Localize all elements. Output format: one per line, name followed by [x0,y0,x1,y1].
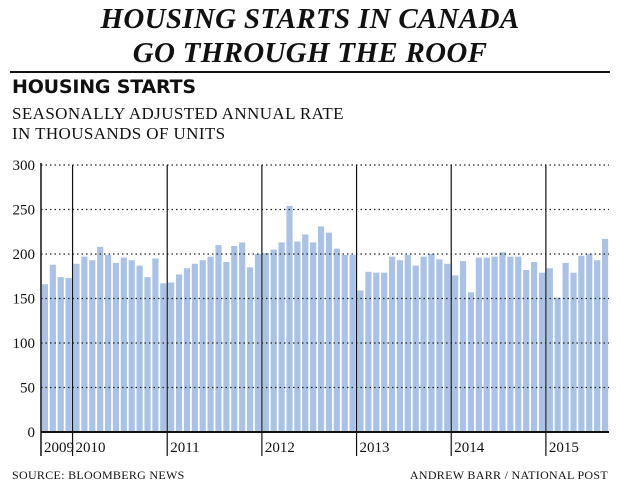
chart-title: HOUSING STARTS [12,76,196,98]
bar [404,254,411,432]
bar [97,246,104,432]
bar [365,271,372,432]
headline-line-1: HOUSING STARTS IN CANADA [100,3,520,35]
bar [436,259,443,432]
bar [310,242,317,432]
bar [128,260,135,432]
bar [499,252,506,432]
bar [578,255,585,432]
y-tick-label: 200 [13,247,36,263]
bar [420,256,427,432]
bar [483,257,490,432]
bar [120,257,127,432]
bar [191,263,198,432]
bar [183,268,191,432]
bar [81,256,88,432]
bar [373,272,380,432]
bar [246,267,254,432]
subtitle-line-2: IN THOUSANDS OF UNITS [12,124,226,143]
bar [570,272,577,432]
x-tick-label: 2014 [454,440,485,456]
bar [428,254,435,432]
bar [412,265,419,432]
bar [89,260,96,432]
bar [523,270,530,432]
bar [357,290,364,432]
bar [160,283,167,432]
bar [396,260,404,432]
y-tick-label: 0 [28,425,36,441]
x-tick-label: 2015 [549,440,579,456]
bar [452,275,459,432]
headline-line-2: GO THROUGH THE ROOF [132,37,488,69]
bar [515,256,522,432]
y-tick-label: 150 [13,292,36,308]
bar [73,263,80,432]
bar [57,277,64,432]
bar [341,254,348,432]
credit-note: ANDREW BARR / NATIONAL POST [409,468,608,482]
bar [325,232,333,432]
x-tick-label: 2013 [360,440,390,456]
x-tick-label: 2012 [265,440,295,456]
y-tick-label: 100 [13,336,36,352]
bar [388,256,396,432]
bar [175,274,183,432]
bar [152,258,159,432]
bar [507,256,514,432]
bar [594,260,601,432]
bar [546,268,553,432]
bar [586,254,593,432]
bar [302,234,309,432]
x-tick-label: 2011 [170,440,199,456]
bar [459,261,467,432]
bar [207,256,214,432]
bar [381,272,388,432]
bar [199,260,206,432]
y-tick-label: 50 [20,381,35,397]
bar [317,226,325,432]
bar [554,297,561,432]
bar [278,242,285,432]
bar [215,245,222,432]
bar [601,238,609,432]
x-tick-label: 2009 [44,440,74,456]
bar [333,248,340,432]
bar [231,245,238,432]
bar [467,292,475,432]
y-tick-label: 300 [13,158,36,174]
headline: HOUSING STARTS IN CANADA GO THROUGH THE … [0,2,620,70]
bar [538,272,546,432]
bar [270,249,277,432]
bar [294,241,301,432]
bar [49,264,56,432]
bar [112,262,120,432]
bar [262,253,269,432]
bar [168,282,175,432]
bar [136,265,143,432]
bar [104,254,112,432]
bar [491,256,498,432]
source-note: SOURCE: BLOOMBERG NEWS [12,468,185,482]
bar [65,278,72,432]
bar [239,242,246,432]
chart-subtitle: SEASONALLY ADJUSTED ANNUAL RATE IN THOUS… [12,104,344,144]
subtitle-line-1: SEASONALLY ADJUSTED ANNUAL RATE [12,104,344,123]
bar [223,262,230,432]
bar [286,205,293,432]
y-tick-label: 250 [13,203,36,219]
bar [530,262,538,432]
x-tick-label: 2010 [76,440,106,456]
bar [562,262,569,432]
bar [144,277,151,432]
headline-rule [10,71,610,73]
bar [41,284,49,432]
bar [444,263,451,432]
bar [475,257,482,432]
